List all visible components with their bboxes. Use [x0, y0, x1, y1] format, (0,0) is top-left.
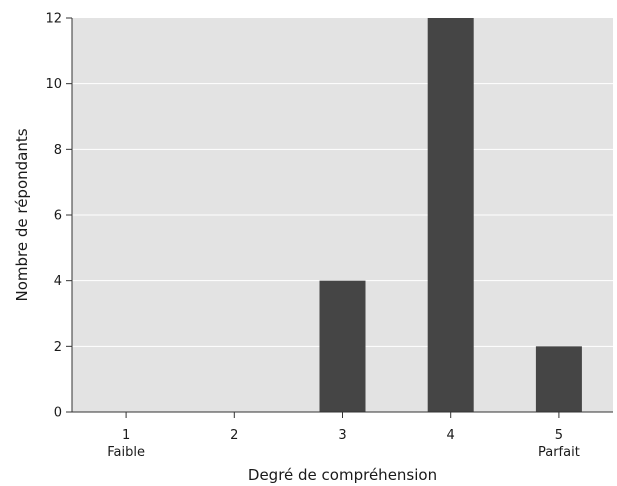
y-ticks: 0 2 4 6 8 10 12	[45, 12, 72, 421]
y-tick-label: 12	[45, 12, 62, 27]
x-ticks: 1 Faible 2 3 4 5 Parfait	[107, 412, 580, 460]
bars	[319, 18, 582, 412]
y-tick-label: 4	[54, 274, 62, 289]
x-tick-label: 4	[447, 428, 455, 443]
y-tick-label: 0	[54, 406, 62, 421]
x-axis-title: Degré de compréhension	[248, 466, 437, 484]
y-tick-label: 6	[54, 209, 62, 224]
y-tick-label: 10	[45, 77, 62, 92]
x-tick-label: 3	[338, 428, 346, 443]
x-tick-sublabel: Parfait	[538, 445, 580, 460]
x-tick-label: 5	[555, 428, 563, 443]
x-tick-label: 1	[122, 428, 130, 443]
x-tick-sublabel: Faible	[107, 445, 145, 460]
y-tick-label: 2	[54, 340, 62, 355]
x-tick-label: 2	[230, 428, 238, 443]
y-tick-label: 8	[54, 143, 62, 158]
bar	[535, 346, 582, 412]
y-axis-title: Nombre de répondants	[13, 128, 31, 301]
bar	[427, 18, 474, 412]
bar	[319, 280, 366, 412]
